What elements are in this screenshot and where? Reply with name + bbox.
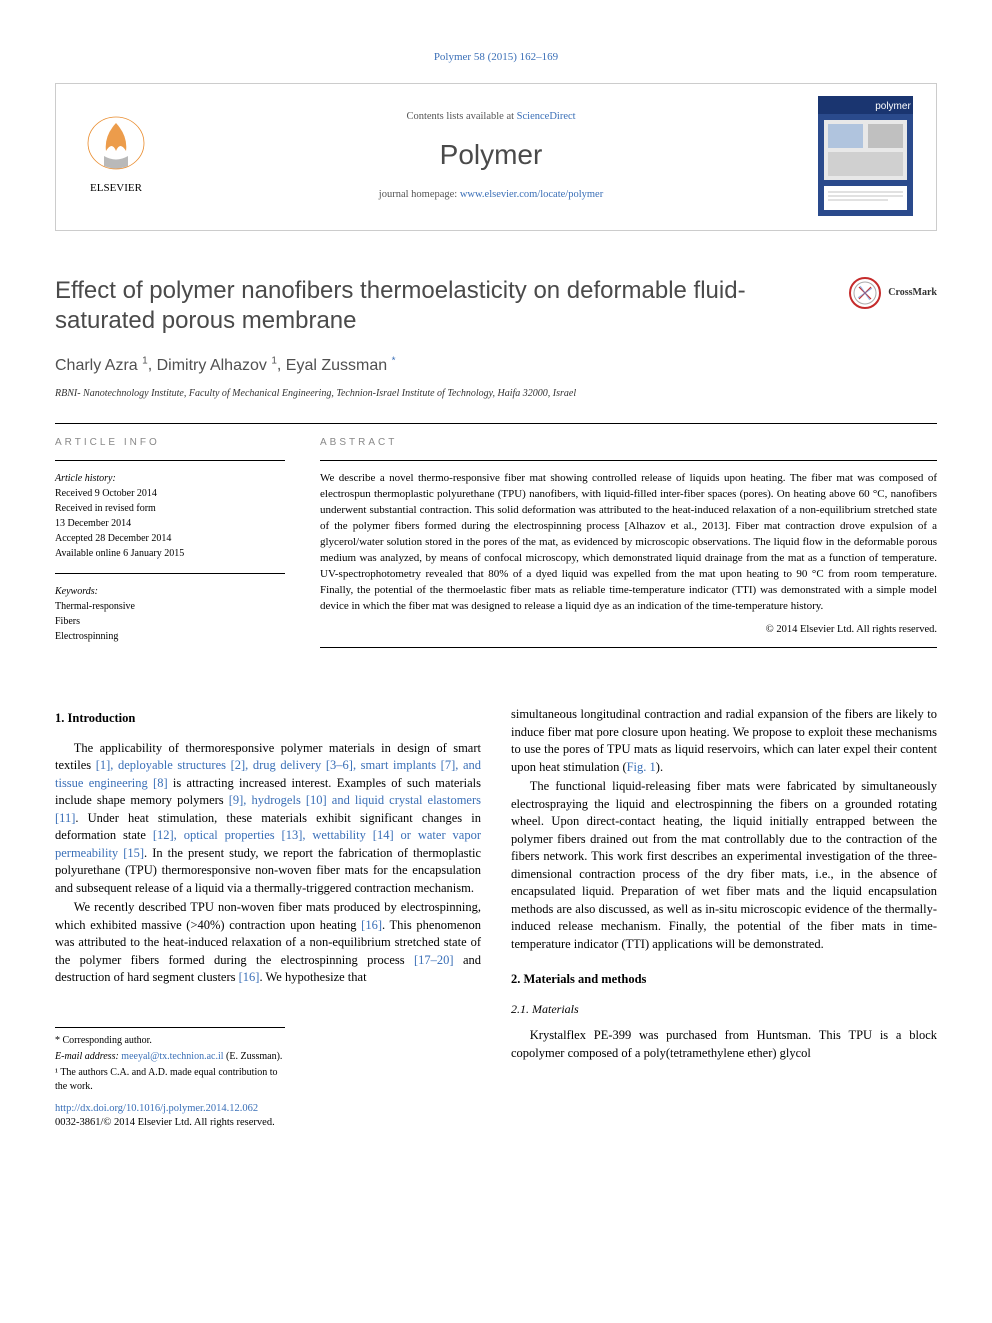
homepage-prefix: journal homepage: bbox=[379, 189, 460, 200]
corresponding-author-note: * Corresponding author. bbox=[55, 1034, 285, 1048]
sciencedirect-link[interactable]: ScienceDirect bbox=[517, 111, 576, 122]
homepage-link[interactable]: www.elsevier.com/locate/polymer bbox=[460, 189, 603, 200]
body-paragraph: The applicability of thermoresponsive po… bbox=[55, 740, 481, 898]
svg-text:ELSEVIER: ELSEVIER bbox=[90, 182, 143, 194]
header-center: Contents lists available at ScienceDirec… bbox=[182, 110, 800, 203]
footnotes-block: * Corresponding author. E-mail address: … bbox=[55, 1027, 285, 1094]
authors-line: Charly Azra 1, Dimitry Alhazov 1, Eyal Z… bbox=[55, 354, 937, 377]
history-label: Article history: bbox=[55, 471, 285, 486]
author-2: Dimitry Alhazov 1 bbox=[157, 357, 277, 374]
divider-line bbox=[55, 573, 285, 574]
subsection-heading-materials: 2.1. Materials bbox=[511, 1001, 937, 1018]
journal-header-box: ELSEVIER Contents lists available at Sci… bbox=[55, 83, 937, 231]
keyword: Electrospinning bbox=[55, 629, 285, 644]
doi-link[interactable]: http://dx.doi.org/10.1016/j.polymer.2014… bbox=[55, 1103, 258, 1114]
history-line: Received 9 October 2014 bbox=[55, 486, 285, 501]
history-line: Received in revised form bbox=[55, 501, 285, 516]
equal-contribution-note: ¹ The authors C.A. and A.D. made equal c… bbox=[55, 1066, 285, 1094]
homepage-line: journal homepage: www.elsevier.com/locat… bbox=[182, 188, 800, 203]
section-heading-materials-methods: 2. Materials and methods bbox=[511, 971, 937, 989]
history-line: 13 December 2014 bbox=[55, 516, 285, 531]
svg-text:polymer: polymer bbox=[875, 101, 911, 112]
keyword: Thermal-responsive bbox=[55, 599, 285, 614]
keywords-label: Keywords: bbox=[55, 584, 285, 599]
section-heading-introduction: 1. Introduction bbox=[55, 710, 481, 728]
issn-copyright: 0032-3861/© 2014 Elsevier Ltd. All right… bbox=[55, 1117, 275, 1128]
journal-cover-thumbnail: polymer bbox=[818, 96, 913, 216]
abstract-header: ABSTRACT bbox=[320, 424, 937, 461]
doi-block: http://dx.doi.org/10.1016/j.polymer.2014… bbox=[55, 1102, 481, 1131]
divider-line bbox=[320, 647, 937, 648]
ref-link[interactable]: [17–20] bbox=[414, 953, 454, 967]
crossmark-icon bbox=[848, 276, 882, 310]
keyword: Fibers bbox=[55, 614, 285, 629]
email-line: E-mail address: meeyal@tx.technion.ac.il… bbox=[55, 1050, 285, 1064]
ref-link[interactable]: [16] bbox=[361, 918, 382, 932]
figure-link[interactable]: Fig. 1 bbox=[627, 760, 656, 774]
body-paragraph: We recently described TPU non-woven fibe… bbox=[55, 899, 481, 987]
author-email-link[interactable]: meeyal@tx.technion.ac.il bbox=[121, 1051, 223, 1062]
keywords-block: Keywords: Thermal-responsive Fibers Elec… bbox=[55, 584, 285, 644]
abstract-column: ABSTRACT We describe a novel thermo-resp… bbox=[320, 424, 937, 656]
body-left-column: 1. Introduction The applicability of the… bbox=[55, 706, 481, 1131]
body-paragraph: simultaneous longitudinal contraction an… bbox=[511, 706, 937, 776]
journal-reference: Polymer 58 (2015) 162–169 bbox=[55, 50, 937, 65]
elsevier-logo: ELSEVIER bbox=[74, 111, 159, 201]
author-1: Charly Azra 1 bbox=[55, 357, 148, 374]
crossmark-label: CrossMark bbox=[888, 286, 937, 300]
article-info-header: ARTICLE INFO bbox=[55, 424, 285, 461]
body-paragraph: The functional liquid-releasing fiber ma… bbox=[511, 778, 937, 953]
article-title: Effect of polymer nanofibers thermoelast… bbox=[55, 276, 828, 336]
journal-name: Polymer bbox=[182, 135, 800, 174]
copyright-line: © 2014 Elsevier Ltd. All rights reserved… bbox=[320, 623, 937, 638]
history-line: Available online 6 January 2015 bbox=[55, 546, 285, 561]
crossmark-badge[interactable]: CrossMark bbox=[848, 276, 937, 310]
body-paragraph: Krystalflex PE-399 was purchased from Hu… bbox=[511, 1027, 937, 1062]
body-right-column: simultaneous longitudinal contraction an… bbox=[511, 706, 937, 1131]
article-info-column: ARTICLE INFO Article history: Received 9… bbox=[55, 424, 285, 656]
abstract-text: We describe a novel thermo-responsive fi… bbox=[320, 471, 937, 614]
author-3: Eyal Zussman * bbox=[286, 357, 396, 374]
history-line: Accepted 28 December 2014 bbox=[55, 531, 285, 546]
affiliation: RBNI- Nanotechnology Institute, Faculty … bbox=[55, 387, 937, 401]
ref-link[interactable]: [16] bbox=[239, 970, 260, 984]
lists-available-line: Contents lists available at ScienceDirec… bbox=[182, 110, 800, 125]
lists-available-prefix: Contents lists available at bbox=[406, 111, 516, 122]
article-history-block: Article history: Received 9 October 2014… bbox=[55, 471, 285, 561]
